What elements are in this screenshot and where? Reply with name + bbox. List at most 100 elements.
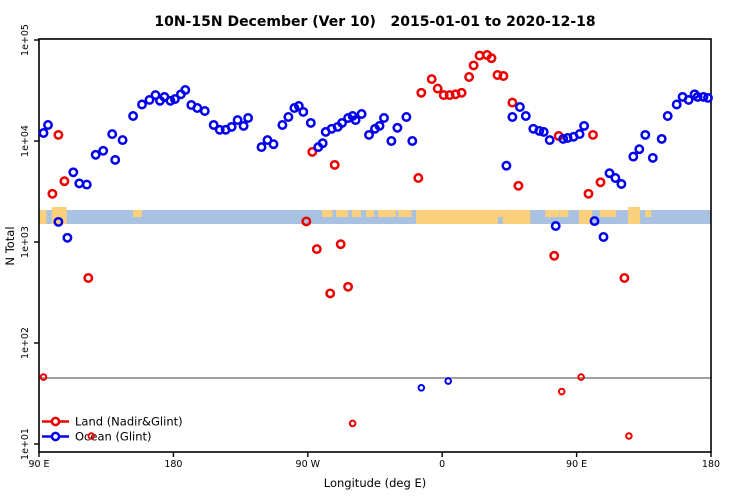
data-point-ocean: [692, 91, 703, 102]
land-patch: [336, 210, 349, 217]
data-point-land: [507, 97, 518, 108]
data-point-ocean: [558, 133, 569, 144]
data-point-ocean: [662, 111, 673, 121]
land-patch: [578, 210, 593, 224]
data-point-ocean: [283, 112, 294, 122]
data-point-land: [53, 129, 64, 140]
data-point-land: [577, 373, 585, 381]
y-tick-label: 1e+03: [20, 226, 31, 258]
data-point-ocean: [305, 117, 316, 128]
data-point-ocean: [90, 149, 101, 160]
x-tick-label: 90 E: [28, 459, 49, 470]
ocean-strip: [39, 210, 711, 224]
data-point-ocean: [243, 113, 254, 123]
data-point-land: [444, 90, 455, 101]
data-point-land: [513, 180, 524, 191]
y-tick-label: 1e+04: [20, 125, 31, 157]
land-patch: [416, 210, 531, 224]
data-point-land: [486, 53, 497, 64]
data-point-land: [39, 373, 48, 381]
data-point-ocean: [379, 113, 389, 123]
data-point-land: [311, 244, 322, 255]
land-patch: [133, 210, 143, 217]
chart-title: 10N-15N December (Ver 10) 2015-01-01 to …: [154, 14, 595, 30]
x-axis-label: Longitude (deg E): [324, 476, 426, 490]
data-point-ocean: [538, 126, 549, 137]
legend-land-marker: [50, 416, 61, 427]
land-patch: [545, 210, 560, 217]
data-point-land: [557, 387, 566, 396]
data-point-ocean: [610, 173, 621, 183]
data-point-land: [413, 173, 424, 183]
x-tick-label: 180: [164, 459, 182, 470]
x-tick-label: 90 E: [566, 459, 587, 470]
land-patch: [599, 210, 617, 217]
data-point-ocean: [268, 139, 279, 150]
data-point-ocean: [656, 133, 667, 144]
data-point-ocean: [238, 120, 249, 131]
data-point-land: [83, 273, 94, 283]
data-point-ocean: [374, 120, 385, 131]
data-point-land: [416, 87, 427, 98]
data-point-land: [301, 216, 312, 227]
land-patch: [351, 210, 361, 217]
data-point-ocean: [364, 129, 374, 140]
data-point-land: [307, 146, 318, 157]
data-point-ocean: [507, 112, 518, 122]
data-point-land: [595, 177, 606, 188]
x-tick-label: 0: [439, 459, 445, 470]
data-point-land: [438, 90, 449, 101]
data-point-ocean: [683, 94, 694, 105]
data-point-ocean: [401, 112, 412, 122]
data-point-ocean: [337, 117, 348, 128]
data-point-ocean: [407, 136, 418, 146]
data-point-land: [549, 250, 560, 261]
data-point-ocean: [386, 136, 397, 146]
data-point-ocean: [698, 91, 709, 102]
data-point-land: [619, 273, 630, 283]
data-point-land: [329, 159, 340, 170]
data-point-land: [325, 288, 336, 299]
data-point-ocean: [350, 115, 361, 126]
ocean-notch: [497, 217, 503, 224]
y-tick-label: 1e+01: [20, 428, 31, 460]
data-point-ocean: [298, 106, 309, 117]
data-point-ocean: [392, 122, 403, 133]
data-point-ocean: [169, 94, 180, 105]
data-point-ocean: [534, 125, 545, 136]
data-point-ocean: [110, 154, 121, 165]
data-point-ocean: [293, 101, 304, 111]
data-point-ocean: [520, 111, 531, 121]
data-point-ocean: [144, 94, 155, 105]
data-point-ocean: [74, 178, 85, 189]
y-axis-label: N Total: [3, 226, 17, 265]
data-point-land: [468, 60, 479, 71]
x-tick-label: 90 W: [296, 459, 321, 470]
data-point-land: [625, 432, 633, 440]
data-point-ocean: [356, 109, 367, 119]
data-point-land: [335, 239, 346, 250]
x-tick-label: 180: [702, 459, 720, 470]
land-patch: [366, 210, 375, 217]
data-point-ocean: [232, 115, 243, 126]
y-tick-label: 1e+05: [20, 24, 31, 56]
data-point-ocean: [544, 135, 555, 146]
data-point-ocean: [514, 102, 525, 112]
data-point-ocean: [137, 99, 147, 110]
data-point-ocean: [256, 142, 267, 153]
data-point-ocean: [128, 111, 139, 121]
data-point-land: [456, 87, 467, 98]
data-point-land: [464, 72, 475, 82]
data-point-ocean: [604, 168, 615, 179]
legend-land-label: Land (Nadir&Glint): [75, 415, 183, 429]
data-point-ocean: [640, 129, 651, 140]
data-point-land: [426, 74, 437, 85]
data-point-ocean: [199, 106, 210, 116]
data-point-ocean: [214, 124, 225, 135]
land-patch: [39, 210, 47, 224]
data-point-ocean: [647, 152, 658, 163]
data-point-land: [583, 188, 594, 199]
data-point-land: [348, 419, 357, 428]
data-point-land: [343, 281, 354, 292]
